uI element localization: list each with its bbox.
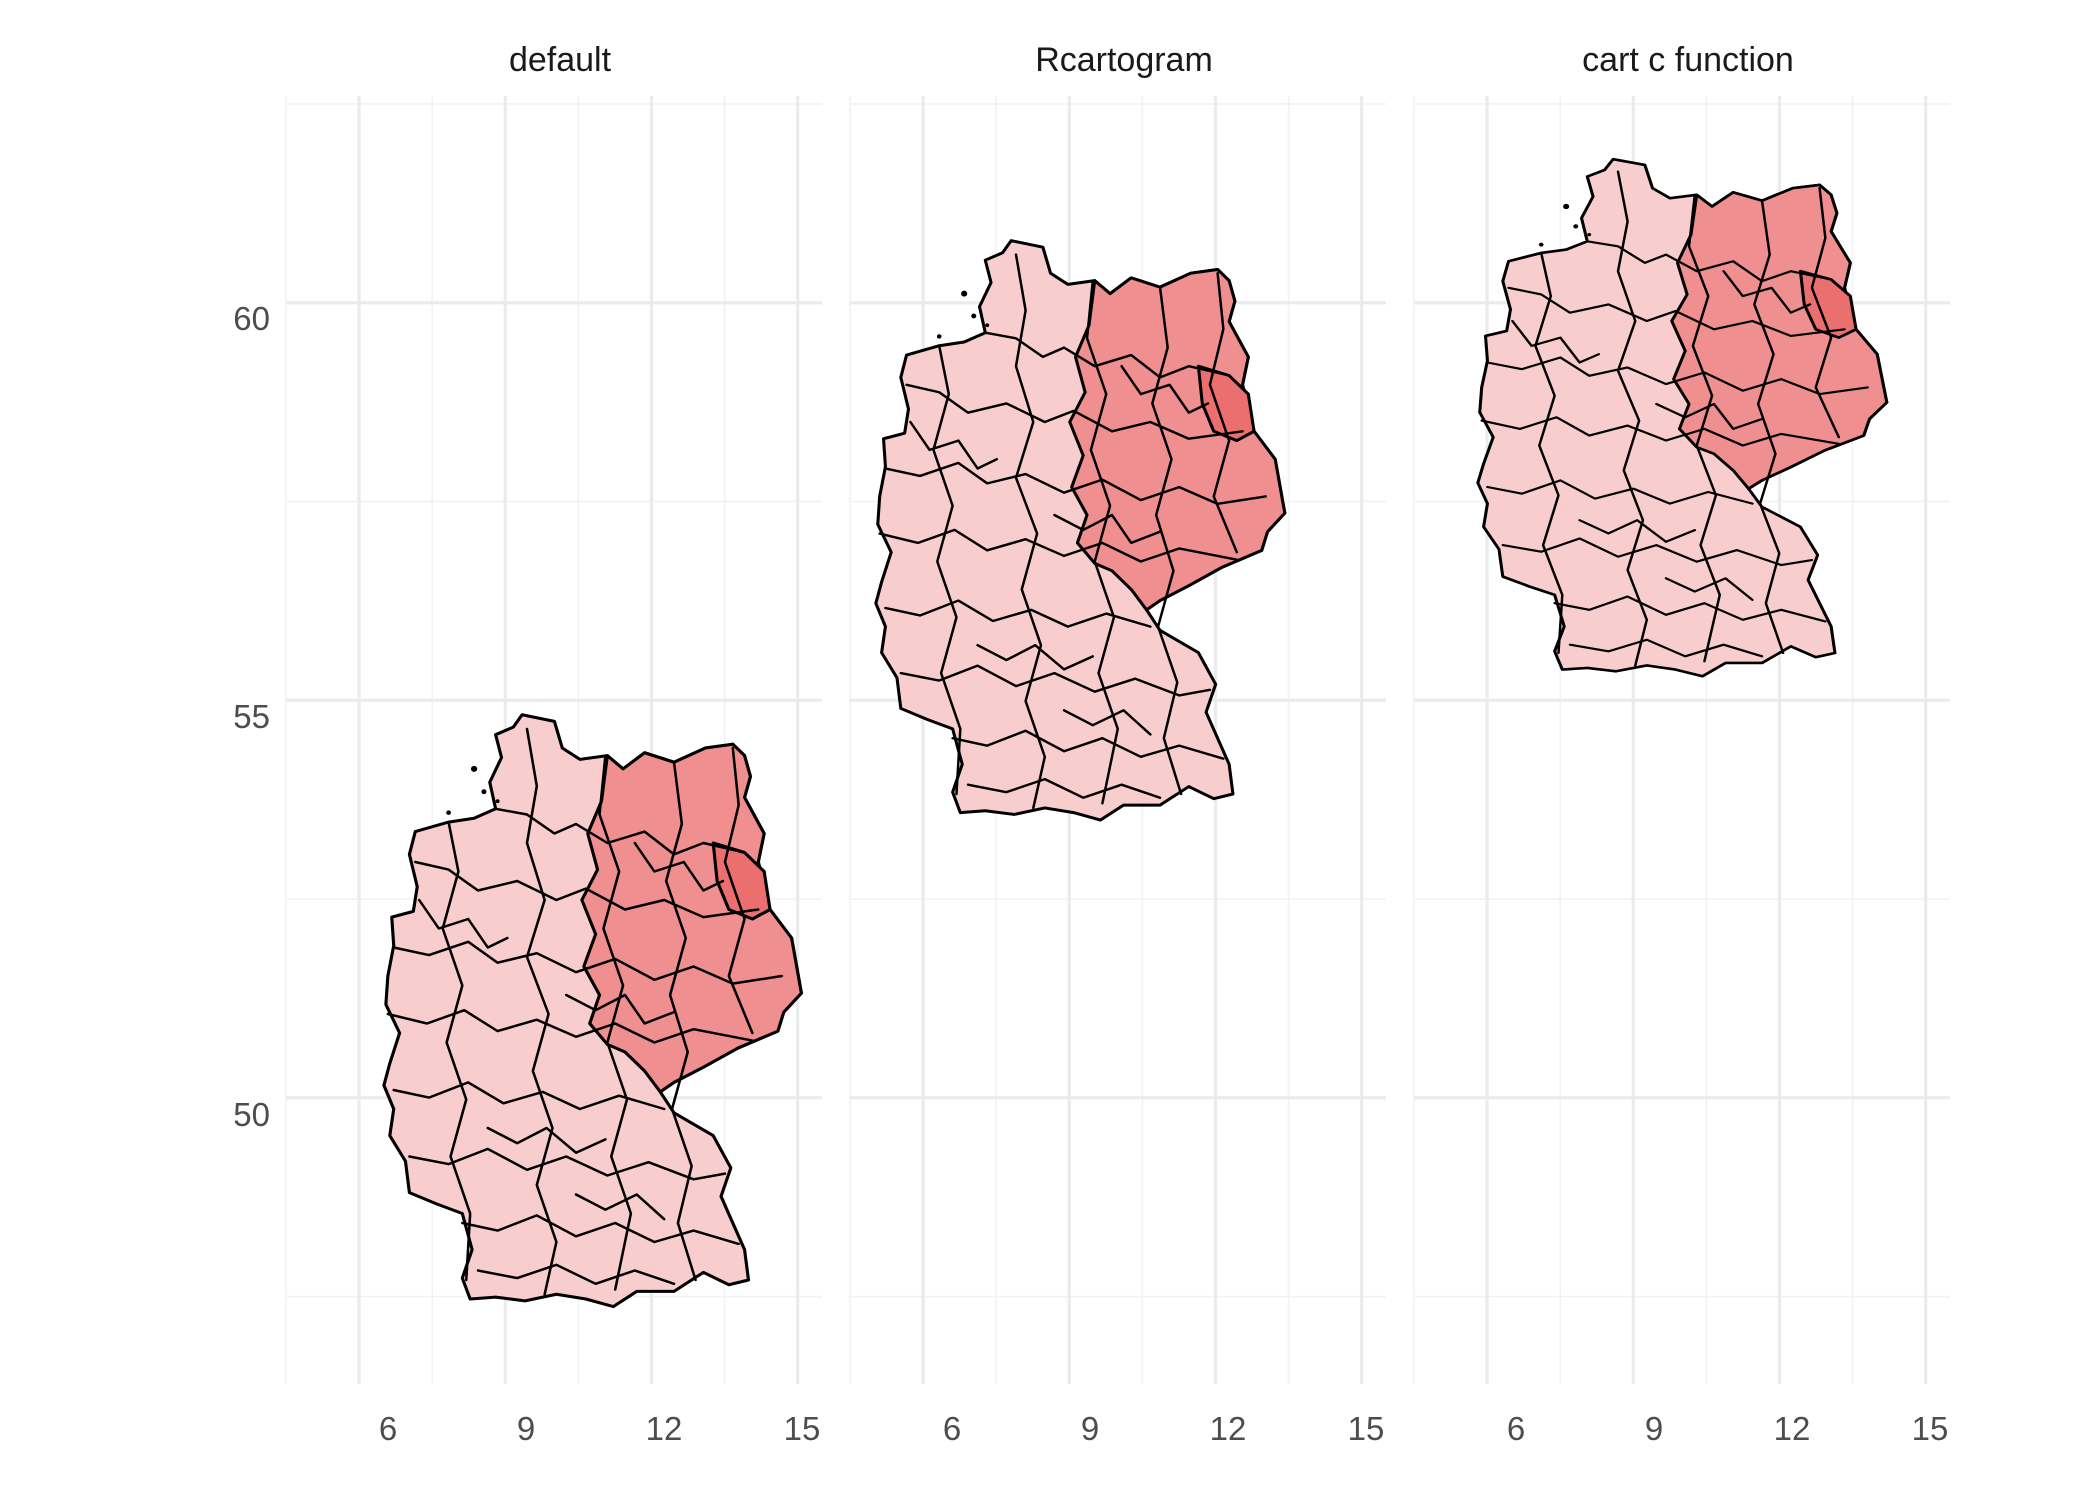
y-tick-60: 60 (233, 300, 270, 337)
germany-map-default (382, 713, 803, 1309)
x-tick-15-panel-3: 15 (1912, 1410, 1949, 1447)
x-tick-12-panel-3: 12 (1774, 1410, 1811, 1447)
x-tick-9-panel-3: 9 (1645, 1410, 1663, 1447)
east-region-rcartogram (1068, 267, 1287, 612)
x-tick-9-panel-2: 9 (1081, 1410, 1099, 1447)
x-tick-6-panel-2: 6 (943, 1410, 961, 1447)
x-tick-9-panel-1: 9 (517, 1410, 535, 1447)
y-tick-55: 55 (233, 698, 270, 735)
x-tick-6-panel-3: 6 (1507, 1410, 1525, 1447)
x-tick-15-panel-2: 15 (1348, 1410, 1385, 1447)
x-tick-12-panel-1: 12 (646, 1410, 683, 1447)
hotspot-region-rcartogram (1196, 364, 1256, 443)
germany-map-cart-c-function (1476, 157, 1889, 678)
hotspot-region-cart-c-function (1798, 269, 1858, 339)
x-tick-6-panel-1: 6 (379, 1410, 397, 1447)
facet-title-cart-c-function: cart c function (1582, 41, 1794, 79)
hotspot-region-default (711, 841, 772, 921)
x-tick-12-panel-2: 12 (1210, 1410, 1247, 1447)
facet-title-default: default (509, 41, 612, 79)
y-tick-50: 50 (233, 1096, 270, 1133)
x-tick-15-panel-1: 15 (784, 1410, 821, 1447)
east-region-cart-c-function (1670, 183, 1889, 490)
east-region-default (580, 742, 803, 1094)
facet-title-rcartogram: Rcartogram (1035, 41, 1213, 79)
germany-map-rcartogram (874, 239, 1287, 822)
